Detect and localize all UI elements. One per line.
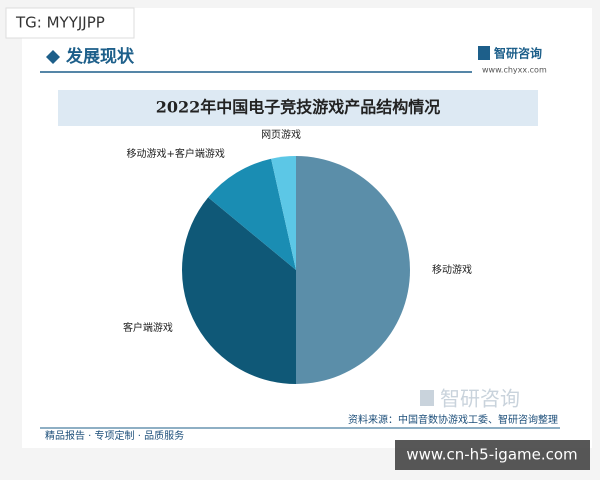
brand-logo	[478, 46, 490, 60]
slice-label: 网页游戏	[261, 128, 301, 141]
pie-slice	[208, 158, 296, 270]
footer: 精品报告 · 专项定制 · 品质服务	[45, 429, 184, 442]
source-note: 资料来源：中国音数协游戏工委、智研咨询整理	[348, 413, 558, 426]
slice-label: 客户端游戏	[123, 321, 173, 334]
corner-badge	[395, 440, 590, 470]
badge: TG: MYYJJPP	[15, 14, 105, 32]
brand: 智研咨询	[493, 46, 542, 61]
watermark-logo	[420, 390, 434, 406]
pie-slice	[296, 156, 410, 384]
pie-slice	[181, 197, 296, 384]
corner-badge-text: www.cn-h5-igame.com	[406, 446, 577, 464]
slice-label: 移动游戏+客户端游戏	[127, 147, 225, 160]
section-title: 发展现状	[65, 46, 135, 67]
watermark-brand: 智研咨询	[440, 387, 520, 411]
diamond-icon	[46, 50, 60, 64]
badge-box	[5, 7, 135, 39]
pie-slice	[271, 156, 296, 270]
title-band	[58, 90, 538, 126]
slice-label: 移动游戏	[432, 263, 472, 276]
chart-title: 2022年中国电子竞技游戏产品结构情况	[156, 98, 441, 117]
website: www.chyxx.com	[482, 66, 547, 75]
